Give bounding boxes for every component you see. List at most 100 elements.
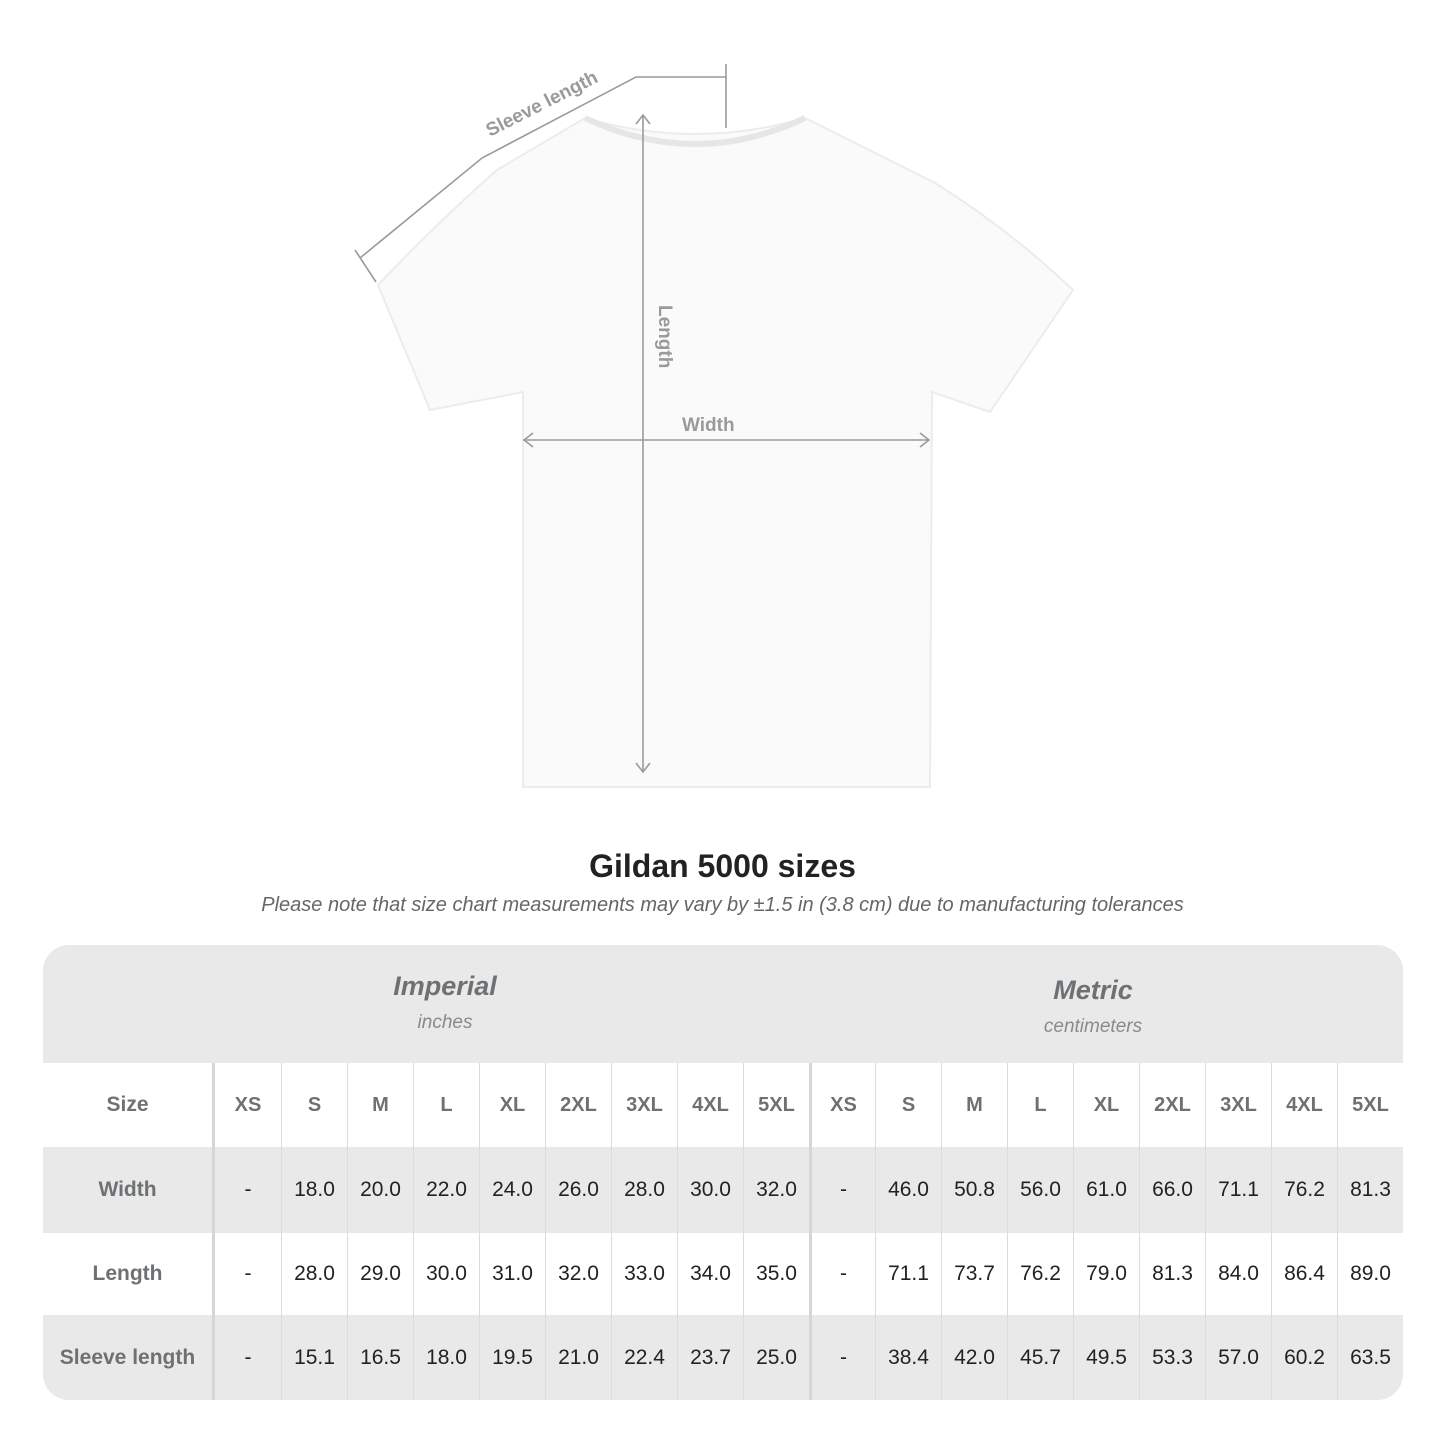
metric-value-cell: 81.3 <box>1139 1233 1205 1315</box>
imperial-value-cell: - <box>244 1178 252 1201</box>
metric-value-cell: 89.0 <box>1337 1233 1403 1315</box>
metric-value-cell: 56.0 <box>1007 1147 1073 1233</box>
imperial-size-header: XL <box>479 1063 545 1147</box>
imperial-value-cell: 19.5 <box>479 1315 545 1400</box>
metric-value-cell: 66.0 <box>1139 1147 1205 1233</box>
metric-size-header: XS <box>809 1063 875 1147</box>
row-label: Length <box>43 1233 215 1315</box>
metric-unit: centimeters <box>1043 1016 1143 1037</box>
metric-value-cell: 53.3 <box>1139 1315 1205 1400</box>
metric-value-cell: 76.2 <box>1007 1233 1073 1315</box>
imperial-value-cell: 35.0 <box>743 1233 809 1315</box>
metric-value-cell: 38.4 <box>875 1315 941 1400</box>
imperial-size-header: 4XL <box>677 1063 743 1147</box>
row-label: Size <box>43 1063 215 1147</box>
row-label: Sleeve length <box>43 1315 215 1400</box>
imperial-value-cell: 15.1 <box>281 1315 347 1400</box>
imperial-value-cell: 21.0 <box>545 1315 611 1400</box>
imperial-value-cell: 23.7 <box>677 1315 743 1400</box>
imperial-value-cell: 30.0 <box>413 1233 479 1315</box>
metric-value-cell: - <box>809 1315 875 1400</box>
imperial-size-header: XS <box>234 1093 262 1116</box>
imperial-value-cell: 33.0 <box>611 1233 677 1315</box>
imperial-size-header: 5XL <box>743 1063 809 1147</box>
imperial-size-header: M <box>347 1063 413 1147</box>
imperial-value-cell: 22.0 <box>413 1147 479 1233</box>
tshirt-diagram: Sleeve length Length Width <box>354 64 1075 788</box>
imperial-value-cell: 34.0 <box>677 1233 743 1315</box>
length-arrow-bottom <box>635 762 651 774</box>
imperial-size-header: L <box>413 1063 479 1147</box>
imperial-value-cell: 22.4 <box>611 1315 677 1400</box>
length-label: Length <box>654 305 675 368</box>
metric-size-header: S <box>875 1063 941 1147</box>
length-arrow-top <box>635 113 651 125</box>
width-label: Width <box>682 415 735 436</box>
metric-size-header: 2XL <box>1139 1063 1205 1147</box>
metric-size-header: M <box>941 1063 1007 1147</box>
metric-size-header: XL <box>1073 1063 1139 1147</box>
metric-size-header: 4XL <box>1271 1063 1337 1147</box>
imperial-size-header: S <box>281 1063 347 1147</box>
table-row: Length -28.0 29.0 30.0 31.0 32.0 33.0 34.0 35.0-… <box>43 1233 1403 1315</box>
imperial-value-cell: 32.0 <box>545 1233 611 1315</box>
imperial-value-cell: 26.0 <box>545 1147 611 1233</box>
metric-value-cell: 50.8 <box>941 1147 1007 1233</box>
imperial-size-header: 3XL <box>611 1063 677 1147</box>
tshirt-image <box>376 116 1075 788</box>
width-arrow-right <box>919 432 931 448</box>
width-arrow-left <box>522 432 534 448</box>
metric-value-cell: 63.5 <box>1337 1315 1403 1400</box>
metric-title: Metric <box>1053 975 1133 1005</box>
metric-value-cell: 79.0 <box>1073 1233 1139 1315</box>
metric-value-cell: - <box>809 1233 875 1315</box>
size-table: Imperial inches Metric centimeters Size X… <box>43 945 1403 1400</box>
imperial-header: Imperial inches <box>215 945 675 1063</box>
imperial-value-cell: 30.0 <box>677 1147 743 1233</box>
table-row: Sleeve length - 15.1 16.5 18.0 19.5 21.0 22.4 23… <box>43 1315 1403 1400</box>
metric-value-cell: 71.1 <box>875 1233 941 1315</box>
metric-value-cell: - <box>809 1147 875 1233</box>
imperial-value-cell: - <box>244 1262 252 1285</box>
imperial-value-cell: 20.0 <box>347 1147 413 1233</box>
metric-value-cell: 49.5 <box>1073 1315 1139 1400</box>
metric-value-cell: 81.3 <box>1337 1147 1403 1233</box>
imperial-value-cell: 16.5 <box>347 1315 413 1400</box>
metric-value-cell: 71.1 <box>1205 1147 1271 1233</box>
imperial-value-cell: 24.0 <box>479 1147 545 1233</box>
sleeve-start-tick <box>354 249 377 283</box>
metric-value-cell: 60.2 <box>1271 1315 1337 1400</box>
metric-size-header: 5XL <box>1337 1063 1403 1147</box>
tshirt-collar <box>583 115 807 147</box>
metric-size-header: 3XL <box>1205 1063 1271 1147</box>
imperial-value-cell: - <box>244 1345 252 1369</box>
metric-value-cell: 61.0 <box>1073 1147 1139 1233</box>
metric-value-cell: 57.0 <box>1205 1315 1271 1400</box>
metric-value-cell: 45.7 <box>1007 1315 1073 1400</box>
imperial-value-cell: 32.0 <box>743 1147 809 1233</box>
metric-value-cell: 84.0 <box>1205 1233 1271 1315</box>
page-title: Gildan 5000 sizes <box>589 848 856 884</box>
metric-value-cell: 73.7 <box>941 1233 1007 1315</box>
metric-value-cell: 76.2 <box>1271 1147 1337 1233</box>
imperial-unit: inches <box>417 1012 473 1033</box>
metric-size-header: L <box>1007 1063 1073 1147</box>
tolerance-note: Please note that size chart measurements… <box>261 894 1184 916</box>
imperial-value-cell: 25.0 <box>743 1315 809 1400</box>
imperial-value-cell: 18.0 <box>413 1315 479 1400</box>
imperial-title: Imperial <box>393 971 497 1001</box>
metric-value-cell: 86.4 <box>1271 1233 1337 1315</box>
imperial-value-cell: 29.0 <box>347 1233 413 1315</box>
row-label: Width <box>43 1147 215 1233</box>
metric-value-cell: 46.0 <box>875 1147 941 1233</box>
imperial-value-cell: 28.0 <box>611 1147 677 1233</box>
metric-header: Metric centimeters <box>863 945 1323 1063</box>
metric-value-cell: 42.0 <box>941 1315 1007 1400</box>
size-header-row: Size XS S M L XL 2XL 3XL 4XL 5XL XS S M L XL 2XL 3XL 4XL 5… <box>43 1063 1403 1147</box>
imperial-size-header: 2XL <box>545 1063 611 1147</box>
imperial-value-cell: 31.0 <box>479 1233 545 1315</box>
imperial-value-cell: 28.0 <box>281 1233 347 1315</box>
imperial-value-cell: 18.0 <box>281 1147 347 1233</box>
sleeve-length-line <box>359 76 726 259</box>
table-row: Width -18.0 20.0 22.0 24.0 26.0 28.0 30.0 32.0-4… <box>43 1147 1403 1233</box>
